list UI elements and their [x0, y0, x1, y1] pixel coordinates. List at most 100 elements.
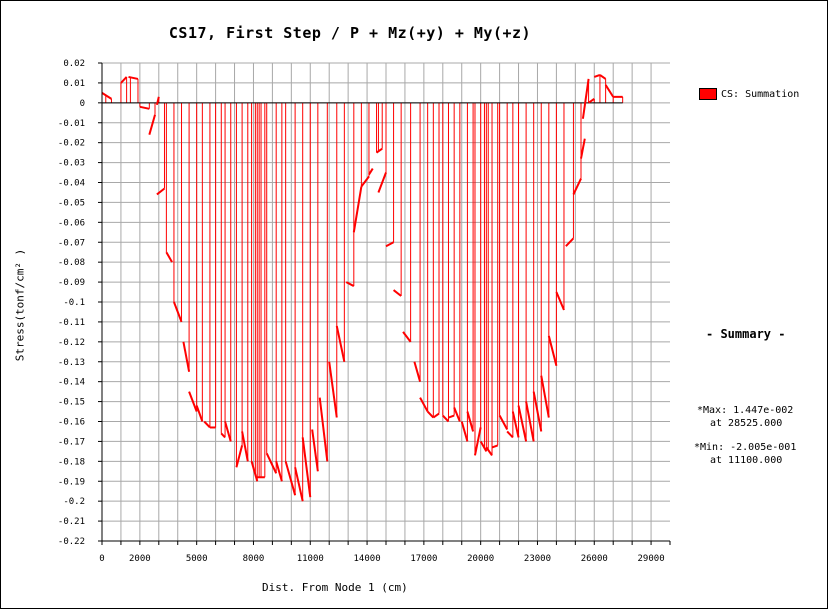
stress-segment: [188, 391, 198, 412]
x-tick-label: 2000: [129, 554, 151, 564]
y-tick-label: 0.01: [63, 79, 85, 89]
stress-segment: [593, 74, 601, 78]
x-tick-label: 29000: [638, 554, 665, 564]
legend: CS: Summation: [699, 88, 799, 100]
y-tick-label: -0.19: [58, 477, 85, 487]
stress-segment: [220, 432, 226, 439]
stress-segment: [599, 74, 607, 80]
stress-segment: [352, 186, 363, 233]
stress-segment: [498, 415, 509, 430]
stress-segment: [375, 147, 383, 154]
y-tick-label: -0.09: [58, 278, 85, 288]
stress-segment: [377, 172, 387, 193]
legend-swatch: [699, 88, 717, 100]
y-tick-label: -0.13: [58, 358, 85, 368]
stress-segment: [413, 361, 422, 382]
y-tick-label: -0.22: [58, 537, 85, 547]
y-tick-label: -0.21: [58, 517, 85, 527]
stress-segment: [511, 411, 520, 438]
y-tick-label: -0.05: [58, 198, 85, 208]
stress-segment: [419, 397, 429, 413]
chart-title: CS17, First Step / P + Mz(+y) + My(+z): [168, 24, 532, 42]
y-tick-label: -0.18: [58, 457, 85, 467]
stress-segment: [466, 411, 475, 432]
stress-segment: [335, 325, 346, 362]
stress-segment: [581, 78, 590, 119]
y-tick-label: -0.01: [58, 119, 85, 129]
stress-segment: [432, 412, 440, 419]
stress-segment: [224, 421, 232, 442]
stress-segment: [588, 98, 595, 104]
stress-segment: [448, 414, 455, 419]
stress-segment: [517, 405, 528, 442]
stress-segment: [155, 96, 160, 106]
stress-segment: [460, 421, 469, 442]
summary-max: *Max: 1.447e-002: [697, 405, 794, 416]
stress-segment: [525, 401, 535, 442]
stress-segment: [235, 445, 244, 468]
y-tick-label: -0.14: [58, 378, 85, 388]
stress-segment: [479, 440, 488, 452]
x-tick-label: 14000: [354, 554, 381, 564]
stress-segment: [491, 444, 499, 449]
stress-segment: [120, 76, 128, 84]
stress-segment: [442, 414, 450, 423]
stress-segment: [165, 251, 173, 263]
stress-segment: [555, 291, 565, 311]
stress-segment: [275, 461, 283, 482]
x-axis-label: Dist. From Node 1 (cm): [262, 581, 408, 594]
stress-segment: [318, 397, 329, 462]
y-tick-label: 0: [80, 99, 85, 109]
stress-segment: [385, 241, 395, 248]
y-tick-label: -0.02: [58, 139, 85, 149]
y-tick-label: -0.07: [58, 238, 85, 248]
y-tick-label: -0.04: [58, 179, 85, 189]
stress-segment: [173, 301, 183, 323]
stress-segment: [540, 375, 550, 418]
stress-segment: [402, 331, 412, 343]
stress-segment: [241, 431, 249, 462]
stress-segment: [565, 237, 575, 247]
x-tick-label: 5000: [186, 554, 208, 564]
stress-segment: [392, 289, 402, 297]
stress-segment: [139, 105, 150, 110]
y-tick-label: -0.15: [58, 398, 85, 408]
y-tick-label: -0.03: [58, 159, 85, 169]
legend-label: CS: Summation: [721, 89, 800, 100]
y-tick-label: -0.16: [58, 418, 85, 428]
stress-segment: [360, 175, 370, 188]
stress-segment: [101, 92, 113, 100]
stress-segment: [156, 187, 166, 196]
stress-segment: [506, 430, 514, 439]
stress-segment: [345, 281, 355, 287]
y-tick-label: -0.11: [58, 318, 85, 328]
stress-segment: [301, 437, 312, 498]
stress-segment: [284, 461, 297, 496]
stress-segment: [368, 168, 374, 176]
stress-segment: [532, 391, 543, 432]
x-tick-label: 23000: [524, 554, 551, 564]
summary-title: - Summary -: [706, 327, 786, 341]
y-tick-label: -0.08: [58, 258, 85, 268]
y-tick-label: -0.2: [63, 497, 85, 507]
stress-segment: [328, 361, 338, 418]
stress-segment: [604, 84, 615, 98]
summary-min-location: at 11100.000: [710, 455, 783, 466]
stress-segment: [474, 427, 482, 456]
stress-segment: [580, 138, 586, 159]
stress-segment: [426, 410, 435, 419]
x-tick-label: 11000: [297, 554, 324, 564]
stress-segment: [311, 429, 319, 472]
stress-segment: [182, 341, 191, 372]
y-tick-label: -0.1: [63, 298, 85, 308]
y-tick-label: -0.17: [58, 437, 85, 447]
stress-segment: [572, 178, 582, 195]
x-tick-label: 8000: [243, 554, 265, 564]
stress-segment: [148, 114, 156, 135]
summary-max-location: at 28525.000: [710, 418, 783, 429]
x-tick-label: 17000: [410, 554, 437, 564]
stress-segment: [547, 335, 558, 366]
summary-min: *Min: -2.005e-001: [694, 442, 797, 453]
y-tick-label: -0.12: [58, 338, 85, 348]
stress-segment: [453, 407, 461, 422]
